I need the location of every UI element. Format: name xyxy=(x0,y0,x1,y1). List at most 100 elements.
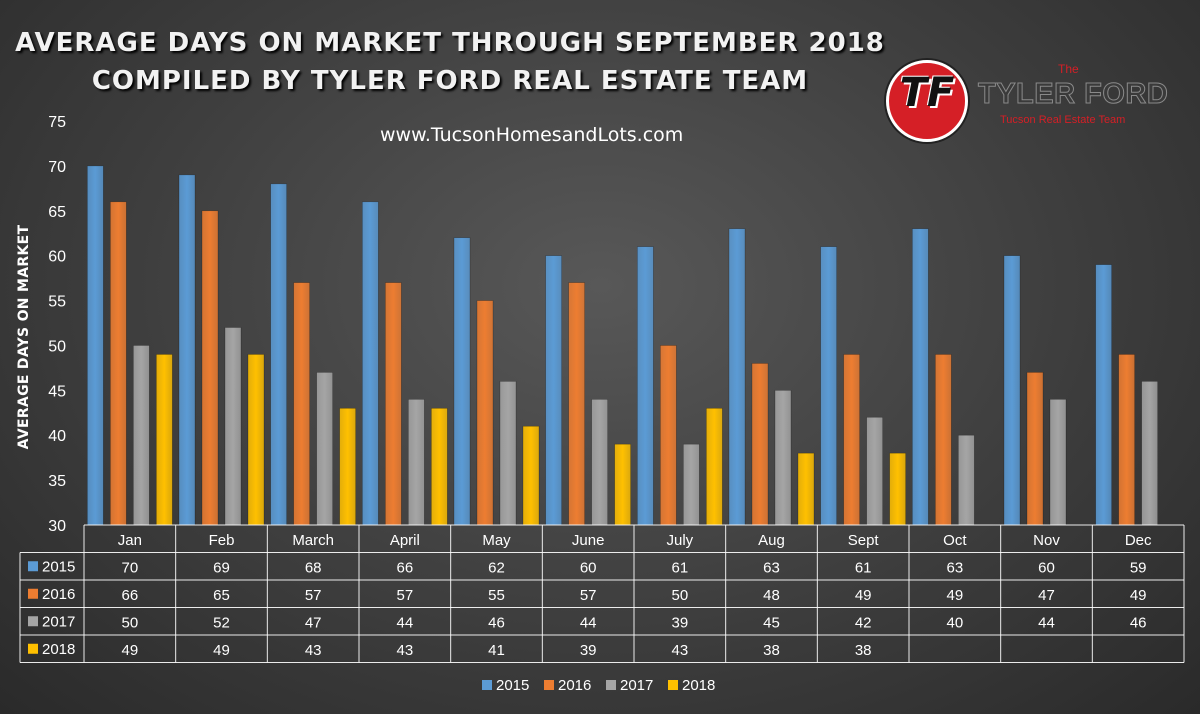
legend-swatch-2018 xyxy=(668,680,678,690)
table-cell-value: 66 xyxy=(121,587,138,604)
table-cell-value: 44 xyxy=(1038,614,1055,631)
table-cell-value: 49 xyxy=(946,587,963,604)
table-cell-value: 46 xyxy=(1130,614,1147,631)
table-cell-value: 70 xyxy=(121,559,138,576)
table-cell-value: 52 xyxy=(213,614,230,631)
bar-2016-Sept xyxy=(843,354,860,526)
table-legend-key-2015 xyxy=(28,561,38,572)
x-tick-label: Aug xyxy=(758,532,785,549)
y-tick-label: 30 xyxy=(48,518,66,535)
x-tick-label: July xyxy=(666,532,693,549)
logo-name-text: TYLER FORD xyxy=(977,78,1169,111)
table-cell-value: 66 xyxy=(396,559,413,576)
bar-2016-Jan xyxy=(110,201,127,526)
y-tick-label: 60 xyxy=(48,249,66,266)
table-cell-value: 43 xyxy=(305,642,322,659)
bar-2015-June xyxy=(545,255,562,526)
bar-2015-Oct xyxy=(912,228,929,526)
table-cell-value: 39 xyxy=(580,642,597,659)
y-tick-label: 65 xyxy=(48,204,66,221)
legend-label: 2017 xyxy=(620,677,653,694)
table-cell-value: 49 xyxy=(1130,587,1147,604)
bar-2018-Sept xyxy=(889,452,906,526)
logo-mark: TF xyxy=(899,70,955,116)
table-cell-value: 63 xyxy=(763,559,780,576)
table-cell-value: 47 xyxy=(1038,587,1055,604)
table-cell-value: 47 xyxy=(305,614,322,631)
table-cell-value: 62 xyxy=(488,559,505,576)
bar-2015-Feb xyxy=(178,174,196,526)
table-legend-key-2018 xyxy=(28,643,38,654)
bar-2017-Jan xyxy=(133,345,150,526)
table-cell-value: 69 xyxy=(213,559,230,576)
table-cell-value: 57 xyxy=(305,587,322,604)
table-cell-value: 41 xyxy=(488,642,505,659)
bar-2017-Feb xyxy=(224,327,242,526)
tyler-ford-logo: TF The TYLER FORD Tucson Real Estate Tea… xyxy=(886,60,1176,142)
bar-2017-May xyxy=(499,381,517,526)
logo-tagline: Tucson Real Estate Team xyxy=(1000,114,1126,126)
table-cell-value: 45 xyxy=(763,614,780,631)
table-cell-value: 46 xyxy=(488,614,505,631)
table-cell-value: 39 xyxy=(671,614,688,631)
x-tick-label: Dec xyxy=(1125,532,1152,549)
table-row-label: 2017 xyxy=(42,613,75,630)
chart-title-line-1: AVERAGE DAYS ON MARKET THROUGH SEPTEMBER… xyxy=(15,28,885,58)
bar-2016-Dec xyxy=(1118,354,1135,526)
y-tick-label: 75 xyxy=(48,114,66,131)
logo-circle-icon xyxy=(886,60,968,142)
website-url: www.TucsonHomesandLots.com xyxy=(380,124,684,146)
table-cell-value: 57 xyxy=(580,587,597,604)
table-cell-value: 50 xyxy=(671,587,688,604)
table-row-label: 2015 xyxy=(42,558,75,575)
table-cell-value: 50 xyxy=(121,614,138,631)
x-tick-label: June xyxy=(572,532,605,549)
bar-2015-April xyxy=(362,201,379,526)
y-tick-label: 35 xyxy=(48,473,66,490)
bar-2017-Sept xyxy=(866,416,883,526)
table-cell-value: 60 xyxy=(580,559,597,576)
bar-2015-Sept xyxy=(820,246,837,526)
x-tick-label: Oct xyxy=(943,532,967,549)
bar-2015-Jan xyxy=(87,165,104,526)
y-tick-label: 55 xyxy=(48,294,66,311)
table-cell-value: 61 xyxy=(855,559,872,576)
table-cell-value: 48 xyxy=(763,587,780,604)
x-tick-label: Feb xyxy=(209,532,235,549)
bar-2018-Jan xyxy=(156,354,173,526)
bar-2016-April xyxy=(385,282,402,526)
table-cell-value: 44 xyxy=(580,614,597,631)
table-cell-value: 68 xyxy=(305,559,322,576)
table-legend-key-2016 xyxy=(28,588,38,599)
bar-2016-June xyxy=(568,282,585,526)
bar-2015-Nov xyxy=(1003,255,1021,526)
bar-2017-Oct xyxy=(958,434,975,526)
legend-label: 2016 xyxy=(558,677,591,694)
bar-2015-March xyxy=(270,183,287,526)
table-cell-value: 55 xyxy=(488,587,505,604)
table-row-label: 2018 xyxy=(42,641,75,658)
legend-swatch-2017 xyxy=(606,680,616,690)
bar-2017-June xyxy=(591,399,608,526)
bar-2018-April xyxy=(431,407,448,526)
bar-2018-Aug xyxy=(797,452,815,526)
table-cell-value: 61 xyxy=(671,559,688,576)
table-cell-value: 49 xyxy=(855,587,872,604)
logo-the-text: The xyxy=(1058,62,1079,76)
x-tick-label: March xyxy=(292,532,334,549)
bar-2017-April xyxy=(408,399,425,526)
bar-2016-May xyxy=(476,300,494,526)
table-cell-value: 60 xyxy=(1038,559,1055,576)
bar-2017-Nov xyxy=(1049,399,1067,526)
y-tick-label: 50 xyxy=(48,338,66,355)
bar-2016-Aug xyxy=(751,363,769,526)
bar-2018-March xyxy=(339,407,356,526)
bar-2016-July xyxy=(660,345,677,526)
bar-2015-May xyxy=(453,237,471,526)
bar-2017-March xyxy=(316,372,333,526)
table-cell-value: 44 xyxy=(396,614,413,631)
table-cell-value: 65 xyxy=(213,587,230,604)
bar-2015-Aug xyxy=(728,228,746,526)
legend-swatch-2016 xyxy=(544,680,554,690)
